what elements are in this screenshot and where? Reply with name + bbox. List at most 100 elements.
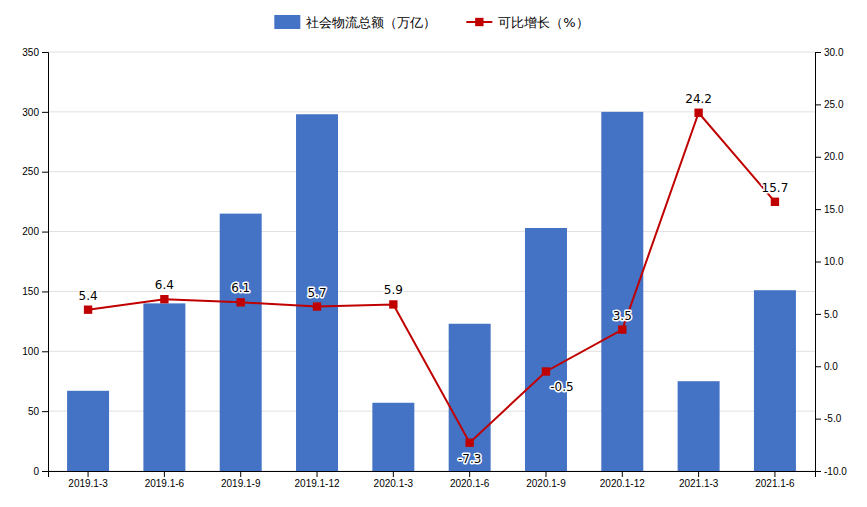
tick-label: 300	[22, 107, 39, 118]
tick-label: 0.0	[824, 361, 838, 372]
data-label: 24.2	[685, 92, 712, 106]
grid	[48, 52, 815, 471]
tick-mark	[42, 411, 48, 412]
tick-label: 2019.1-12	[294, 478, 339, 489]
legend-marker	[475, 18, 483, 26]
tick-mark	[815, 209, 821, 210]
data-label: -0.5	[550, 380, 573, 394]
tick: 2020.1-9	[526, 471, 566, 489]
tick-mark	[42, 172, 48, 173]
bar	[296, 114, 338, 471]
tick-mark	[815, 314, 821, 315]
marker	[618, 325, 626, 333]
y2-axis: -10.0-5.00.05.010.015.020.025.030.0	[815, 47, 847, 477]
marker	[237, 298, 245, 306]
axis-line	[816, 53, 822, 472]
tick: 2019.1-3	[68, 471, 108, 489]
tick: 2019.1-12	[294, 471, 339, 489]
legend-swatch	[274, 15, 300, 29]
tick-mark	[42, 112, 48, 113]
tick: 2020.1-3	[374, 471, 414, 489]
marker	[84, 306, 92, 314]
tick-label: 350	[22, 47, 39, 58]
tick-label: 2019.1-3	[68, 478, 108, 489]
tick-mark	[88, 471, 89, 477]
axis-line	[49, 472, 816, 478]
bar	[143, 303, 185, 471]
tick: 0	[33, 466, 48, 477]
legend-label: 社会物流总额（万亿）	[306, 15, 436, 30]
tick-mark	[393, 471, 394, 477]
data-label: 6.1	[231, 281, 250, 295]
grid-line	[48, 171, 815, 172]
data-label: 6.4	[155, 278, 174, 292]
legend-item: 社会物流总额（万亿）	[274, 15, 436, 30]
bar-series	[67, 112, 796, 471]
legend-item: 可比增长（%）	[466, 15, 588, 30]
tick-mark	[774, 471, 775, 477]
marker	[313, 302, 321, 310]
x-axis: 2019.1-3 2019.1-6 2019.1-9 2019.1-12 2020.1-…	[49, 471, 816, 489]
tick-label: 2021.1-3	[679, 478, 719, 489]
marker	[542, 367, 550, 375]
bar	[67, 391, 109, 471]
plot: 5.46.46.15.75.9-7.3-0.53.524.215.72019.1…	[22, 47, 847, 489]
tick-label: 2021.1-6	[755, 478, 795, 489]
tick-label: 2020.1-3	[374, 478, 414, 489]
tick-label: 2020.1-12	[600, 478, 645, 489]
legend: 社会物流总额（万亿） 可比增长（%）	[274, 15, 588, 30]
bar	[754, 290, 796, 471]
data-label: -7.3	[458, 452, 481, 466]
tick-label: 2019.1-6	[145, 478, 185, 489]
grid-line	[48, 231, 815, 232]
y-axis: 050100150200250300350	[22, 47, 48, 477]
tick: 2021.1-3	[679, 471, 719, 489]
tick-label: 2019.1-9	[221, 478, 261, 489]
tick: 2021.1-6	[755, 471, 795, 489]
tick: 150	[22, 286, 48, 297]
axis-line	[42, 53, 49, 472]
tick-label: 150	[22, 286, 39, 297]
tick: 350	[22, 47, 48, 58]
marker	[160, 295, 168, 303]
tick-mark	[42, 351, 48, 352]
data-label: 15.7	[762, 181, 789, 195]
marker	[771, 198, 779, 206]
tick: 5.0	[815, 309, 838, 320]
tick-mark	[317, 471, 318, 477]
tick: -5.0	[815, 413, 842, 424]
marker	[694, 109, 702, 117]
tick-mark	[815, 104, 821, 105]
tick-mark	[815, 366, 821, 367]
data-labels: 5.46.46.15.75.9-7.3-0.53.524.215.7	[79, 92, 789, 466]
tick: 30.0	[815, 47, 844, 58]
tick-mark	[815, 471, 821, 472]
bar	[220, 214, 262, 471]
tick-label: 2020.1-9	[526, 478, 566, 489]
tick: 250	[22, 166, 48, 177]
marker	[465, 439, 473, 447]
tick: -10.0	[815, 466, 847, 477]
data-label: 3.5	[613, 309, 632, 323]
tick: 25.0	[815, 99, 844, 110]
tick-mark	[42, 232, 48, 233]
tick-mark	[240, 471, 241, 477]
tick-label: -5.0	[824, 413, 842, 424]
tick-mark	[815, 419, 821, 420]
tick-mark	[42, 471, 48, 472]
tick: 20.0	[815, 151, 844, 162]
chart: 5.46.46.15.75.9-7.3-0.53.524.215.72019.1…	[0, 0, 867, 507]
bar	[525, 228, 567, 471]
tick-label: 15.0	[824, 204, 844, 215]
tick-label: 250	[22, 166, 39, 177]
tick: 100	[22, 346, 48, 357]
tick: 50	[28, 406, 48, 417]
tick-label: 100	[22, 346, 39, 357]
bar	[601, 112, 643, 471]
bar	[449, 324, 491, 471]
tick-label: 50	[28, 406, 40, 417]
tick-mark	[42, 291, 48, 292]
marks	[67, 109, 796, 471]
bar	[372, 403, 414, 471]
data-label: 5.4	[79, 289, 98, 303]
